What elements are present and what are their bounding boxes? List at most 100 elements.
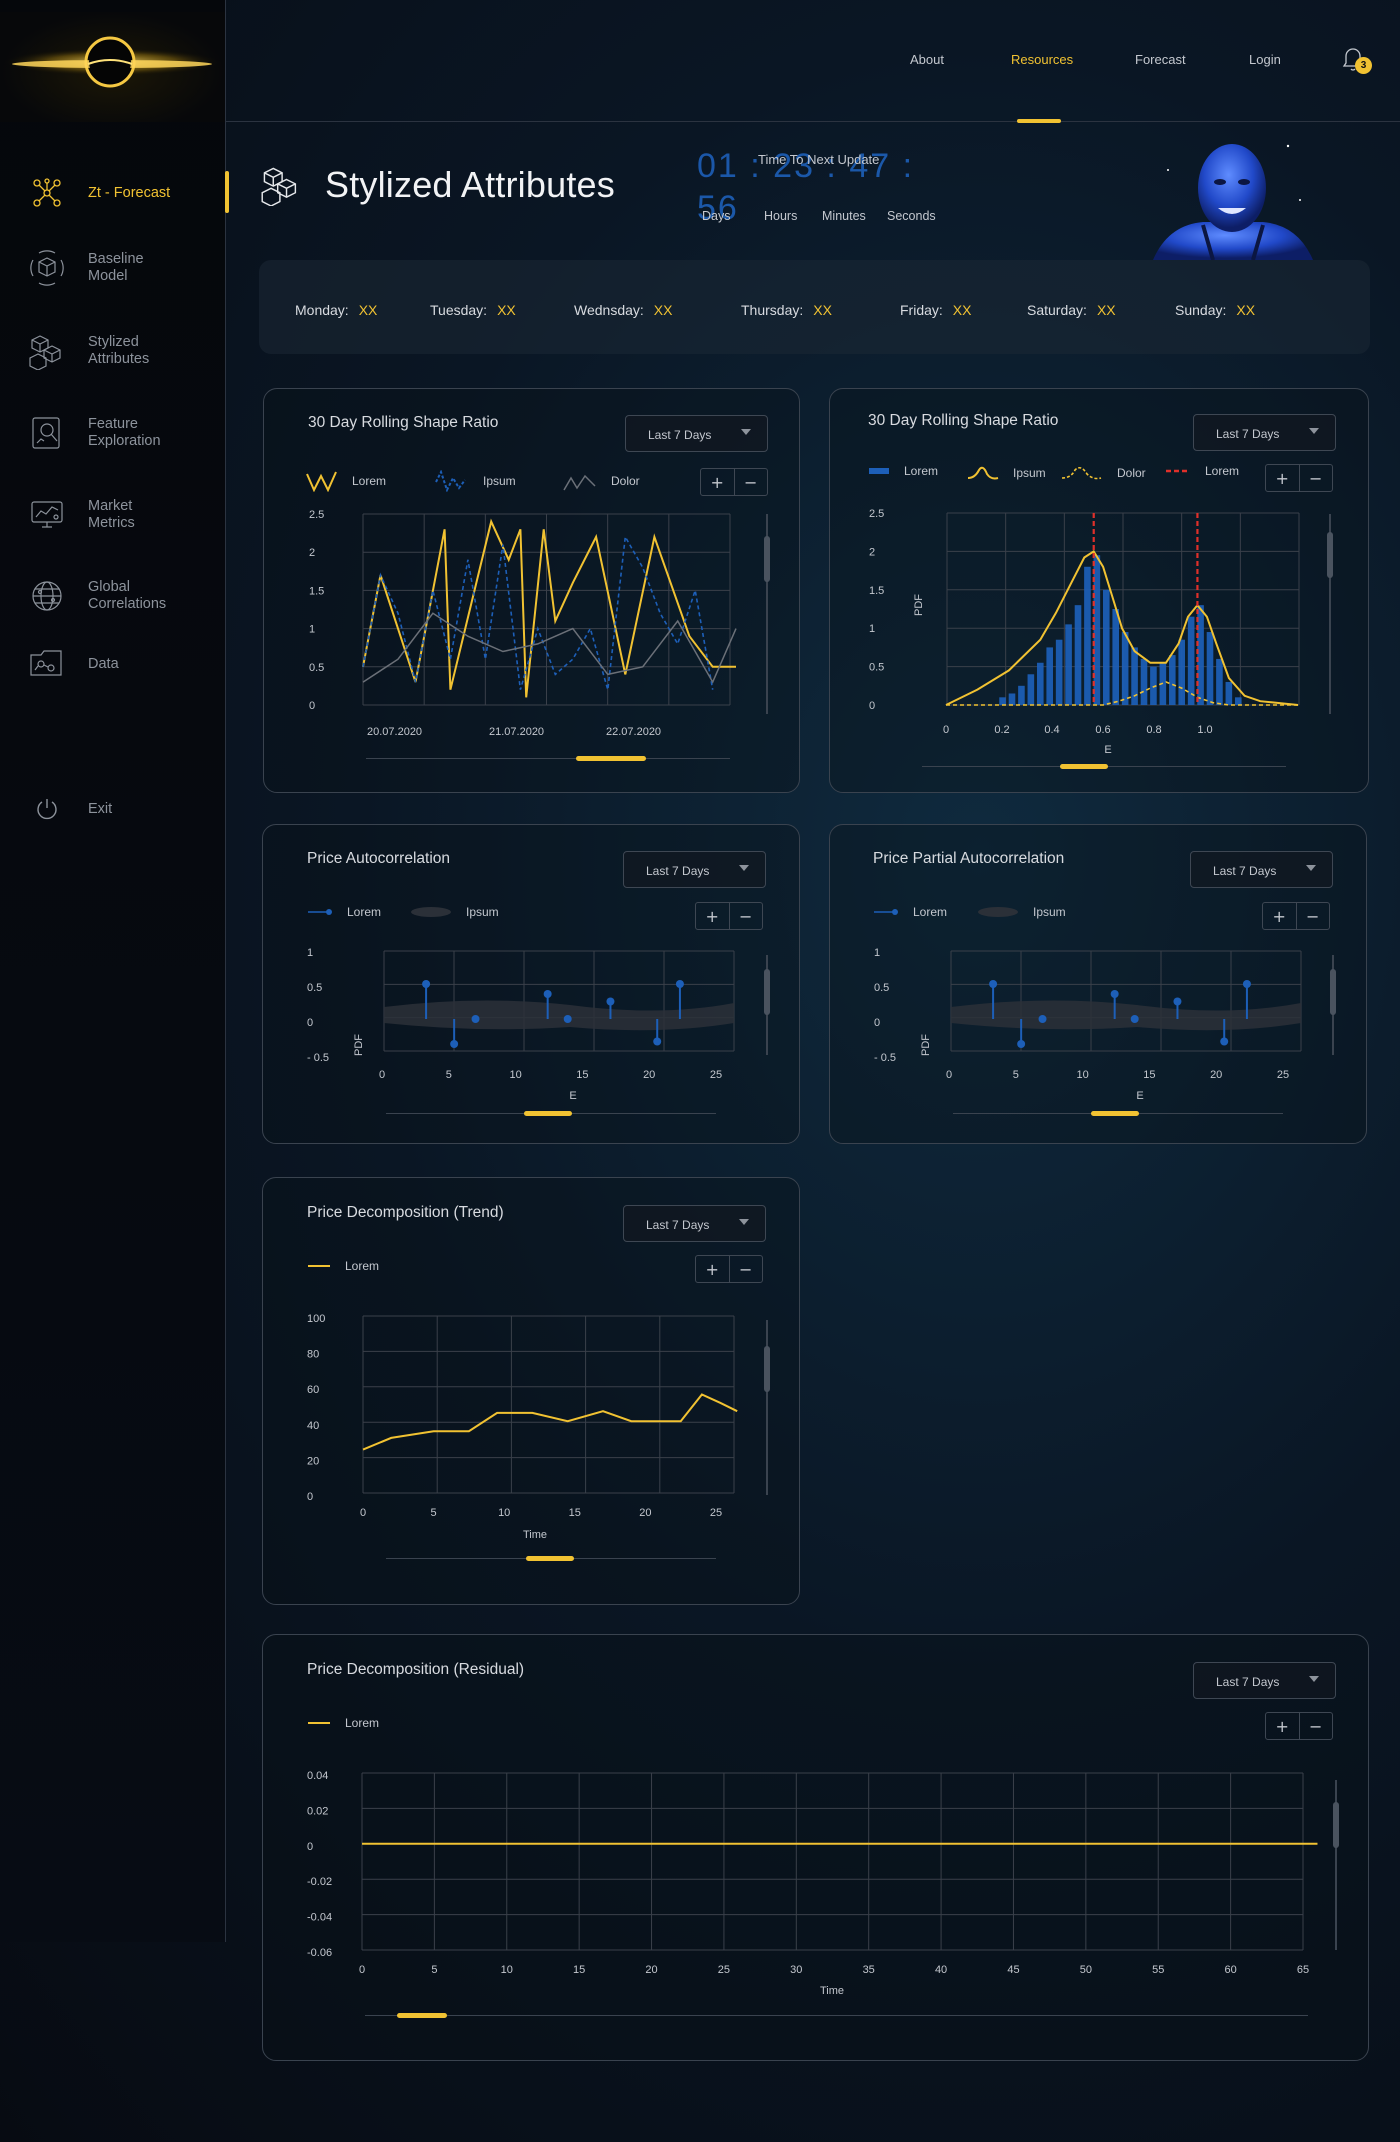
x-tick-label: 20: [643, 1069, 655, 1081]
zoom-out-button[interactable]: −: [733, 469, 768, 495]
scrollbar-thumb[interactable]: [1091, 1111, 1139, 1116]
histogram-bar: [1168, 655, 1176, 705]
x-axis-label: E: [1104, 744, 1111, 756]
legend-swatch-dashed: [435, 470, 466, 492]
price-residual-line-chart: 0.04 0.02 0 -0.02 -0.04 -0.06 0 5 10 15 20 25 30 35 40…: [307, 1770, 1318, 1997]
scrollbar-thumb[interactable]: [576, 756, 646, 761]
range-dropdown[interactable]: Last 7 Days: [1190, 851, 1333, 888]
series-line-dolor: [362, 612, 737, 684]
legend-item: Dolor: [1061, 464, 1146, 482]
histogram-bar: [1018, 685, 1025, 705]
sidebar-item-feature-exploration[interactable]: Feature Exploration: [24, 410, 224, 456]
legend-swatch-gray: [563, 474, 596, 491]
horizontal-scrollbar[interactable]: [366, 756, 730, 761]
y-tick-label: -0.04: [307, 1912, 332, 1924]
zoom-in-button[interactable]: +: [1266, 465, 1299, 491]
y-tick-label: 20: [307, 1455, 319, 1467]
histogram-bar: [1216, 658, 1223, 705]
nav-forecast[interactable]: Forecast: [1135, 52, 1186, 67]
scrollbar-thumb[interactable]: [1060, 764, 1108, 769]
zoom-controls: + −: [1265, 1712, 1333, 1740]
x-tick-label: 5: [431, 1507, 437, 1519]
nav-login[interactable]: Login: [1249, 52, 1281, 67]
zoom-out-button[interactable]: −: [1298, 1713, 1333, 1739]
histogram-bar: [1121, 632, 1129, 705]
legend-item: Lorem: [873, 905, 947, 919]
vertical-scrollbar[interactable]: [764, 955, 770, 1055]
histogram-bar: [1225, 681, 1233, 705]
horizontal-scrollbar[interactable]: [953, 1111, 1283, 1116]
range-dropdown[interactable]: Last 7 Days: [1193, 1662, 1336, 1699]
histogram-bar: [1084, 566, 1091, 705]
sidebar-item-label: Zt - Forecast: [88, 184, 171, 201]
zoom-out-button[interactable]: −: [728, 1256, 763, 1282]
sidebar-item-label: Baseline Model: [88, 251, 144, 284]
vertical-scrollbar[interactable]: [1327, 514, 1333, 714]
chart-title: 30 Day Rolling Shape Ratio: [308, 414, 499, 431]
scrollbar-thumb[interactable]: [764, 969, 770, 1015]
vertical-scrollbar[interactable]: [1333, 1780, 1339, 1950]
scrollbar-thumb[interactable]: [1330, 969, 1336, 1015]
y-tick-label: - 0.5: [307, 1052, 329, 1064]
range-dropdown[interactable]: Last 7 Days: [623, 1205, 766, 1242]
x-tick-label: 0: [359, 1964, 365, 1976]
nav-resources[interactable]: Resources: [1011, 52, 1074, 67]
scrollbar-thumb[interactable]: [524, 1111, 572, 1116]
scrollbar-thumb[interactable]: [397, 2013, 447, 2018]
sidebar-item-data[interactable]: Data: [24, 641, 224, 687]
legend-item: Lorem: [868, 464, 938, 478]
sidebar-item-label: Global Correlations: [88, 579, 167, 612]
zoom-in-button[interactable]: +: [701, 469, 734, 495]
x-tick-label: 35: [863, 1964, 875, 1976]
zoom-out-button[interactable]: −: [728, 903, 763, 929]
stem-marker: [450, 1040, 459, 1048]
y-tick-label: 60: [307, 1384, 319, 1396]
range-dropdown[interactable]: Last 7 Days: [623, 851, 766, 888]
chart-title: Price Autocorrelation: [307, 850, 451, 867]
horizontal-scrollbar[interactable]: [386, 1556, 716, 1561]
stem-marker: [606, 997, 615, 1006]
nav-about[interactable]: About: [910, 52, 944, 67]
x-tick-label: 20.07.2020: [367, 726, 422, 738]
zoom-out-button[interactable]: −: [1298, 465, 1333, 491]
y-tick-label: 100: [307, 1313, 325, 1325]
x-tick-label: 25: [718, 1964, 730, 1976]
zoom-in-button[interactable]: +: [696, 903, 729, 929]
scrollbar-thumb[interactable]: [764, 536, 770, 582]
horizontal-scrollbar[interactable]: [365, 2013, 1308, 2018]
exit-button[interactable]: Exit: [24, 786, 224, 832]
sidebar-item-global-correlations[interactable]: Global Correlations: [24, 573, 224, 619]
zoom-in-button[interactable]: +: [1263, 903, 1296, 929]
vertical-scrollbar[interactable]: [764, 514, 770, 714]
x-tick-label: 45: [1007, 1964, 1019, 1976]
y-tick-label: 1: [869, 623, 875, 635]
x-axis-label: E: [569, 1090, 576, 1102]
day-friday: Friday: XX: [900, 302, 972, 318]
horizontal-scrollbar[interactable]: [386, 1111, 716, 1116]
logo[interactable]: [0, 12, 225, 122]
sidebar-item-market-metrics[interactable]: Market Metrics: [24, 492, 224, 538]
sidebar-item-baseline-model[interactable]: Baseline Model: [24, 245, 224, 291]
vertical-scrollbar[interactable]: [1330, 955, 1336, 1055]
horizontal-scrollbar[interactable]: [922, 764, 1286, 769]
sidebar-item-label: Stylized Attributes: [88, 334, 150, 367]
x-tick-label: 5: [446, 1069, 452, 1081]
search-chart-icon: [24, 410, 70, 456]
sidebar-item-zt-forecast[interactable]: Zt - Forecast: [24, 170, 224, 216]
zoom-in-button[interactable]: +: [1266, 1713, 1299, 1739]
legend-swatch-red-dashed: [1166, 469, 1190, 473]
zoom-in-button[interactable]: +: [696, 1256, 729, 1282]
sidebar-item-stylized-attributes[interactable]: Stylized Attributes: [24, 328, 224, 374]
x-tick-label: 5: [1013, 1069, 1019, 1081]
chart-title: Price Partial Autocorrelation: [873, 850, 1065, 867]
scrollbar-thumb[interactable]: [1327, 532, 1333, 578]
scrollbar-thumb[interactable]: [526, 1556, 574, 1561]
power-icon: [24, 786, 70, 832]
y-tick-label: 0.5: [869, 662, 884, 674]
scrollbar-thumb[interactable]: [1333, 1802, 1339, 1848]
zoom-out-button[interactable]: −: [1295, 903, 1330, 929]
range-dropdown[interactable]: Last 7 Days: [625, 415, 768, 452]
range-dropdown[interactable]: Last 7 Days: [1193, 414, 1336, 451]
scrollbar-thumb[interactable]: [764, 1346, 770, 1392]
vertical-scrollbar[interactable]: [764, 1320, 770, 1495]
